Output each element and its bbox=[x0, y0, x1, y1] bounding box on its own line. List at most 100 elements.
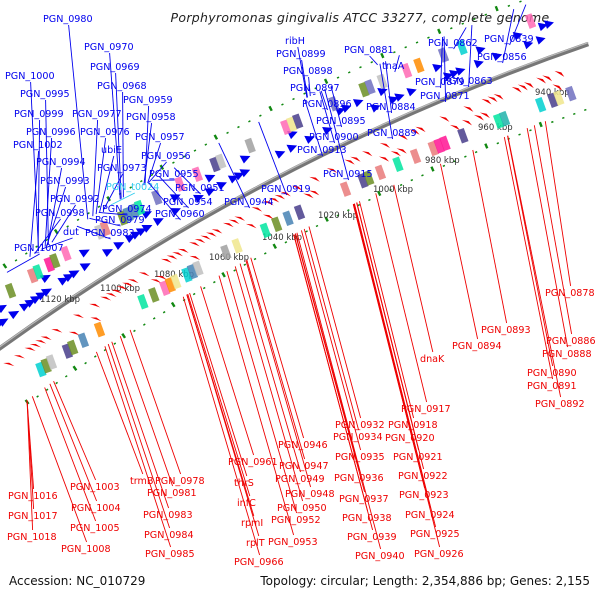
forward-cog-box bbox=[244, 137, 256, 154]
forward-gene-label: PGN_0839 bbox=[484, 34, 534, 45]
outer-tick bbox=[359, 66, 362, 69]
forward-gene-arrow bbox=[535, 36, 546, 45]
forward-cog-box bbox=[191, 166, 204, 182]
outer-tick bbox=[484, 13, 488, 16]
forward-gene-arrow bbox=[377, 87, 388, 97]
reverse-gene-arrow bbox=[415, 126, 426, 133]
inner-tick bbox=[336, 214, 340, 217]
reverse-gene-arrow bbox=[303, 193, 314, 199]
reverse-cog-box bbox=[392, 156, 404, 173]
forward-leader-line bbox=[443, 36, 447, 103]
reverse-cog-box bbox=[357, 172, 369, 189]
outer-tick bbox=[35, 245, 38, 248]
forward-leader-line bbox=[34, 218, 61, 254]
inner-tick bbox=[347, 209, 350, 212]
forward-leader-line bbox=[95, 137, 107, 215]
inner-tick bbox=[377, 190, 382, 197]
forward-gene-label: PGN_t0024 bbox=[106, 182, 159, 193]
forward-gene-label: PGN_0951 bbox=[175, 183, 225, 194]
reverse-gene-arrow bbox=[251, 207, 263, 212]
reverse-cog-box bbox=[67, 339, 79, 356]
forward-leader-line bbox=[29, 150, 40, 257]
forward-gene-arrow bbox=[449, 69, 460, 79]
forward-gene-label: tnaA bbox=[382, 61, 405, 72]
reverse-gene-label: PGN_0950 bbox=[277, 503, 327, 514]
reverse-leader-line bbox=[293, 234, 374, 531]
outer-tick bbox=[449, 27, 453, 30]
forward-leader-line bbox=[218, 142, 251, 209]
forward-leader-line bbox=[148, 182, 181, 221]
reverse-leader-line bbox=[95, 351, 144, 475]
reverse-leader-line bbox=[353, 203, 437, 528]
inner-tick bbox=[453, 160, 456, 163]
reverse-gene-arrow bbox=[396, 148, 407, 154]
reverse-gene-label: PGN_0917 bbox=[401, 404, 451, 415]
reverse-gene-label: PGN_1008 bbox=[61, 544, 111, 555]
position-label: 1100 kbp bbox=[100, 284, 140, 294]
reverse-leader-line bbox=[353, 203, 441, 548]
reverse-gene-label: PGN_1005 bbox=[70, 523, 120, 534]
forward-gene-arrow bbox=[455, 67, 466, 76]
inner-tick bbox=[45, 388, 49, 391]
forward-cog-box bbox=[122, 206, 134, 223]
inner-tick bbox=[72, 365, 78, 371]
forward-cog-box bbox=[49, 253, 61, 269]
reverse-gene-label: PGN_0939 bbox=[347, 532, 397, 543]
reverse-gene-label: PGN_0878 bbox=[545, 288, 595, 299]
reverse-cog-box bbox=[433, 138, 445, 154]
forward-gene-label: PGN_0976 bbox=[80, 127, 130, 138]
forward-leader-line bbox=[76, 225, 111, 240]
reverse-gene-label: PGN_0924 bbox=[405, 510, 455, 521]
inner-tick bbox=[562, 116, 565, 120]
forward-leader-line bbox=[258, 121, 288, 196]
forward-gene-arrow bbox=[239, 169, 251, 178]
reverse-cog-box bbox=[492, 113, 505, 129]
reverse-gene-arrow bbox=[479, 112, 490, 119]
forward-cog-box bbox=[60, 245, 72, 262]
reverse-gene-arrow bbox=[177, 248, 189, 253]
forward-leader-line bbox=[324, 89, 350, 181]
outer-tick bbox=[24, 252, 28, 255]
inner-tick bbox=[389, 188, 392, 192]
reverse-cog-box bbox=[374, 164, 387, 181]
reverse-cog-box bbox=[77, 332, 90, 349]
reverse-gene-label: PGN_0926 bbox=[414, 549, 464, 560]
position-label: 1120 kbp bbox=[40, 295, 80, 305]
forward-gene-arrow bbox=[352, 99, 364, 108]
reverse-gene-arrow bbox=[344, 159, 355, 165]
forward-gene-arrow bbox=[130, 231, 142, 240]
reverse-gene-arrow bbox=[523, 82, 534, 89]
reverse-gene-label: PGN_0888 bbox=[542, 349, 592, 360]
forward-cog-box bbox=[128, 203, 140, 219]
reverse-leader-line bbox=[507, 135, 554, 367]
forward-gene-label: PGN_1007 bbox=[14, 243, 64, 254]
reverse-gene-label: PGN_0932 bbox=[335, 420, 385, 431]
forward-gene-label: PGN_0960 bbox=[155, 209, 205, 220]
forward-leader-line bbox=[297, 46, 308, 98]
reverse-leader-line bbox=[107, 343, 171, 529]
forward-gene-label: PGN_0955 bbox=[149, 169, 199, 180]
forward-gene-arrow bbox=[370, 104, 381, 113]
reverse-gene-label: PGN_0935 bbox=[335, 452, 385, 463]
forward-leader-line bbox=[30, 81, 40, 252]
forward-leader-line bbox=[385, 61, 393, 114]
forward-gene-label: PGN_0898 bbox=[283, 66, 333, 77]
forward-gene-arrow bbox=[227, 175, 239, 184]
reverse-gene-label: PGN_1004 bbox=[71, 503, 121, 514]
forward-gene-arrow bbox=[152, 218, 164, 226]
inner-tick bbox=[202, 286, 206, 290]
reverse-cog-box bbox=[61, 343, 74, 359]
forward-cog-box bbox=[400, 62, 413, 79]
reverse-leader-line bbox=[49, 383, 98, 502]
backbone-highlight bbox=[0, 41, 589, 348]
reverse-gene-label: PGN_0948 bbox=[285, 489, 335, 500]
reverse-gene-arrow bbox=[473, 114, 484, 121]
reverse-gene-arrow bbox=[127, 279, 139, 284]
reverse-gene-arrow bbox=[13, 355, 25, 359]
reverse-gene-arrow bbox=[40, 336, 52, 340]
forward-gene-label: PGN_0895 bbox=[316, 116, 366, 127]
outer-tick bbox=[427, 36, 430, 39]
inner-tick bbox=[410, 179, 414, 182]
reverse-gene-arrow bbox=[517, 84, 528, 91]
inner-tick bbox=[529, 129, 532, 132]
